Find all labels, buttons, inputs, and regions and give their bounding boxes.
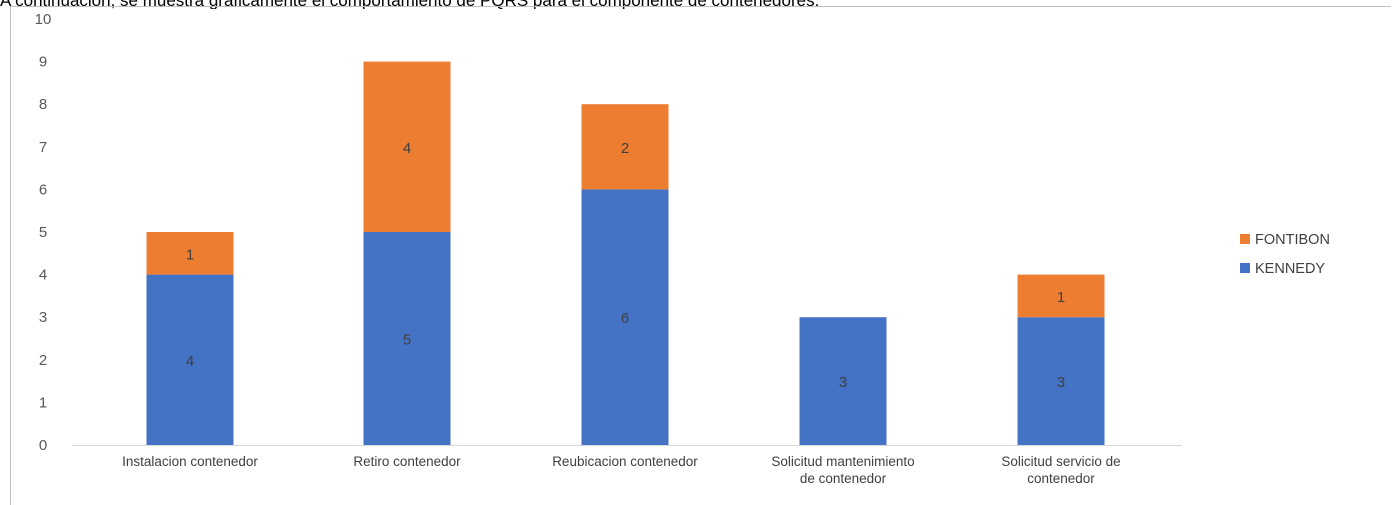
bar-segment-kennedy [799, 317, 887, 445]
bar-segment-fontibon [363, 61, 451, 232]
data-label: 3 [1057, 374, 1065, 391]
y-tick-label: 6 [39, 181, 47, 198]
x-tick-label: Instalacion contenedor [122, 454, 258, 469]
y-axis: 0 1 2 3 4 5 6 7 8 9 10 [35, 11, 52, 454]
data-label: 3 [839, 374, 847, 391]
caption-text: A continuación, se muestra gráficamente … [0, 0, 1392, 9]
legend: FONTIBON KENNEDY [1240, 232, 1330, 277]
bar-segment-kennedy [146, 274, 234, 445]
y-tick-label: 1 [39, 394, 47, 411]
data-label: 4 [186, 353, 194, 370]
x-tick-label: Solicitud servicio de [1001, 454, 1120, 469]
y-tick-label: 10 [35, 11, 52, 28]
bar-segment-kennedy [1017, 317, 1105, 445]
y-tick-label: 7 [39, 139, 47, 156]
bar-segment-kennedy [363, 232, 451, 445]
legend-label-kennedy: KENNEDY [1255, 261, 1325, 277]
bar-segment-kennedy [581, 189, 669, 445]
legend-swatch-fontibon [1240, 234, 1250, 244]
y-tick-label: 0 [39, 437, 47, 454]
x-tick-label: contenedor [1027, 471, 1095, 486]
chart-frame [10, 6, 1391, 505]
x-tick-label: Reubicacion contenedor [552, 454, 698, 469]
bar-segment-fontibon [581, 104, 669, 190]
x-axis-labels: Instalacion contenedor Retiro contenedor R… [122, 454, 1121, 486]
bar-segment-fontibon [146, 232, 234, 275]
x-tick-label: Retiro contenedor [353, 454, 461, 469]
y-tick-label: 9 [39, 54, 47, 71]
data-label: 5 [403, 332, 411, 349]
data-label: 4 [403, 140, 411, 157]
y-tick-label: 2 [39, 352, 47, 369]
data-label: 2 [621, 140, 629, 157]
y-tick-label: 8 [39, 96, 47, 113]
x-tick-label: Solicitud mantenimiento [771, 454, 914, 469]
data-label: 1 [1057, 289, 1065, 306]
y-tick-label: 3 [39, 309, 47, 326]
data-label: 6 [621, 310, 629, 327]
bars-group: 4 1 5 4 6 2 3 3 1 [146, 61, 1105, 445]
data-label: 1 [186, 246, 194, 263]
y-tick-label: 4 [39, 267, 47, 284]
y-tick-label: 5 [39, 224, 47, 241]
bar-segment-fontibon [1017, 274, 1105, 318]
legend-swatch-kennedy [1240, 263, 1250, 273]
x-tick-label: de contenedor [800, 471, 887, 486]
legend-label-fontibon: FONTIBON [1255, 232, 1330, 248]
